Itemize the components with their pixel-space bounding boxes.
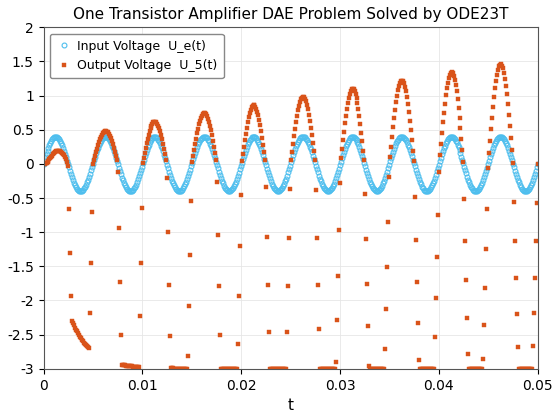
Input Voltage  U_e(t) bbox=[310, 153, 316, 158]
Output Voltage  U_5(t) bbox=[534, 161, 541, 166]
Input Voltage  U_e(t) bbox=[337, 163, 343, 168]
Output Voltage  U_5(t) bbox=[524, 366, 530, 371]
Input Voltage  U_e(t) bbox=[40, 161, 47, 166]
Input Voltage  U_e(t) bbox=[525, 187, 531, 192]
Input Voltage  U_e(t) bbox=[279, 185, 286, 190]
Input Voltage  U_e(t) bbox=[447, 134, 454, 139]
Input Voltage  U_e(t) bbox=[275, 189, 282, 194]
Input Voltage  U_e(t) bbox=[534, 161, 541, 166]
Output Voltage  U_5(t) bbox=[40, 161, 47, 166]
Output Voltage  U_5(t) bbox=[498, 62, 505, 67]
X-axis label: t: t bbox=[288, 398, 293, 413]
Output Voltage  U_5(t) bbox=[307, 125, 314, 130]
Output Voltage  U_5(t) bbox=[529, 366, 535, 371]
Input Voltage  U_e(t) bbox=[300, 134, 306, 139]
Output Voltage  U_5(t) bbox=[334, 273, 341, 278]
Output Voltage  U_5(t) bbox=[275, 366, 282, 371]
Output Voltage  U_5(t) bbox=[278, 366, 284, 371]
Output Voltage  U_5(t) bbox=[445, 76, 452, 81]
Title: One Transistor Amplifier DAE Problem Solved by ODE23T: One Transistor Amplifier DAE Problem Sol… bbox=[73, 7, 508, 22]
Line: Input Voltage  U_e(t): Input Voltage U_e(t) bbox=[41, 134, 540, 194]
Input Voltage  U_e(t) bbox=[276, 189, 283, 194]
Line: Output Voltage  U_5(t): Output Voltage U_5(t) bbox=[42, 63, 539, 370]
Legend: Input Voltage  U_e(t), Output Voltage  U_5(t): Input Voltage U_e(t), Output Voltage U_5… bbox=[50, 34, 224, 78]
